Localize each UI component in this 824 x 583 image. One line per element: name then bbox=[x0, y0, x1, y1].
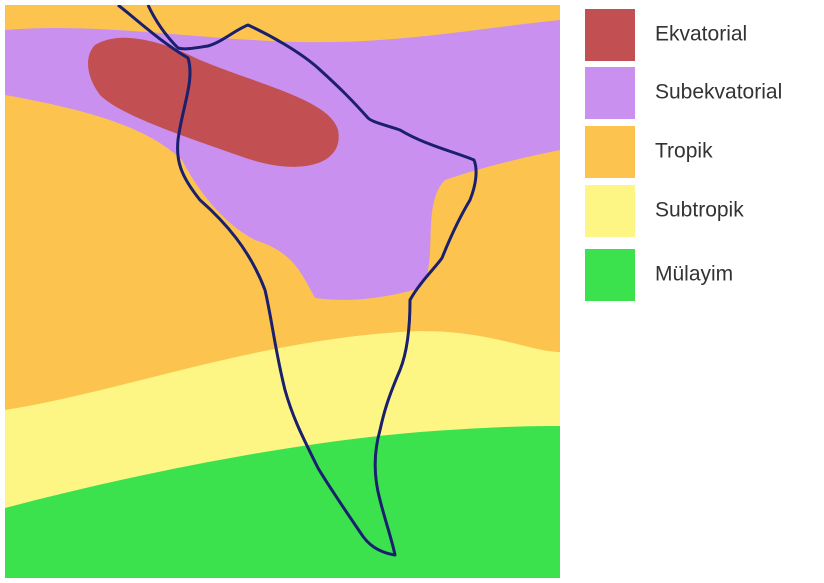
legend-swatch bbox=[585, 67, 635, 119]
legend-label: Ekvatorial bbox=[655, 23, 747, 46]
legend-swatch bbox=[585, 249, 635, 301]
temperate-zone bbox=[5, 426, 560, 578]
legend: Ekvatorial Subekvatorial Tropik Subtropik Mü… bbox=[585, 9, 782, 301]
legend-label: Tropik bbox=[655, 140, 713, 163]
legend-label: Mülayim bbox=[655, 263, 733, 286]
legend-label: Subtropik bbox=[655, 199, 744, 222]
legend-swatch bbox=[585, 126, 635, 178]
map-area bbox=[5, 5, 560, 578]
legend-swatch bbox=[585, 185, 635, 237]
equatorial-zone bbox=[88, 37, 339, 167]
legend-swatch bbox=[585, 9, 635, 61]
coastline bbox=[117, 5, 478, 557]
legend-label: Subekvatorial bbox=[655, 81, 782, 104]
